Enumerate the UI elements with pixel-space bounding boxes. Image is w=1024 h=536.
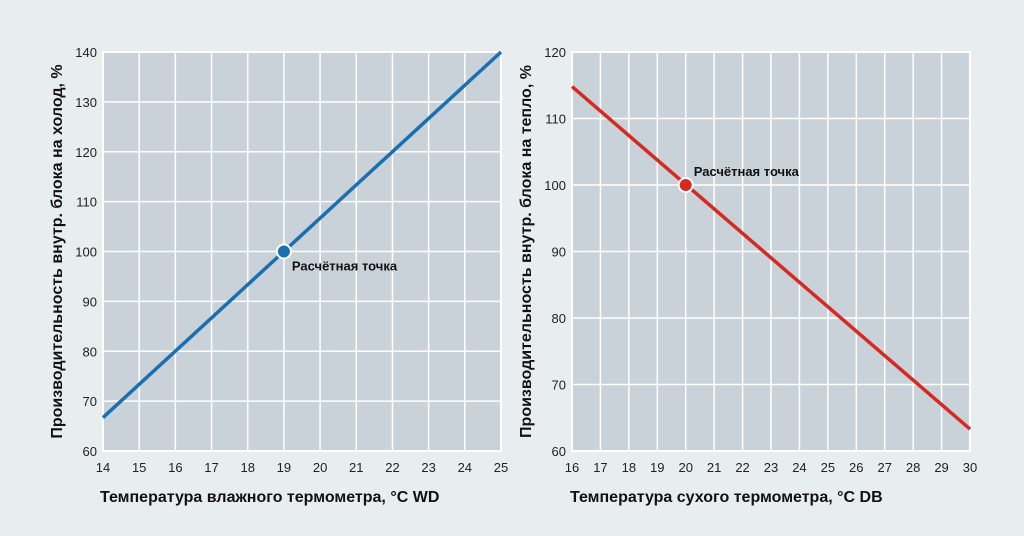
y-tick-label: 100 bbox=[544, 178, 566, 193]
x-tick-label: 21 bbox=[349, 460, 363, 475]
x-tick-label: 25 bbox=[821, 460, 835, 475]
y-tick-label: 90 bbox=[83, 294, 97, 309]
x-tick-label: 19 bbox=[650, 460, 664, 475]
x-tick-label: 15 bbox=[132, 460, 146, 475]
x-tick-label: 21 bbox=[707, 460, 721, 475]
x-tick-label: 29 bbox=[934, 460, 948, 475]
x-tick-label: 23 bbox=[421, 460, 435, 475]
y-tick-label: 70 bbox=[552, 378, 566, 393]
y-tick-label: 130 bbox=[75, 95, 97, 110]
x-tick-label: 24 bbox=[792, 460, 806, 475]
y-tick-label: 60 bbox=[552, 444, 566, 459]
x-tick-label: 18 bbox=[622, 460, 636, 475]
x-tick-label: 20 bbox=[313, 460, 327, 475]
x-tick-label: 30 bbox=[963, 460, 977, 475]
x-tick-label: 20 bbox=[678, 460, 692, 475]
x-tick-label: 26 bbox=[849, 460, 863, 475]
x-tick-label: 16 bbox=[168, 460, 182, 475]
x-tick-label: 22 bbox=[735, 460, 749, 475]
x-tick-label: 19 bbox=[277, 460, 291, 475]
x-axis-label: Температура сухого термометра, °C DB bbox=[570, 489, 883, 506]
design-point-marker bbox=[275, 243, 292, 260]
x-axis-label: Температура влажного термометра, °C WD bbox=[100, 489, 439, 506]
y-tick-label: 140 bbox=[75, 45, 97, 60]
x-tick-label: 28 bbox=[906, 460, 920, 475]
x-tick-label: 22 bbox=[385, 460, 399, 475]
x-tick-label: 25 bbox=[494, 460, 508, 475]
x-tick-label: 17 bbox=[593, 460, 607, 475]
design-point-marker bbox=[677, 177, 694, 193]
y-tick-label: 110 bbox=[545, 112, 566, 127]
x-tick-label: 24 bbox=[458, 460, 472, 475]
y-tick-label: 120 bbox=[75, 145, 97, 160]
x-tick-label: 23 bbox=[764, 460, 778, 475]
y-tick-label: 100 bbox=[75, 245, 97, 260]
y-tick-label: 110 bbox=[76, 195, 97, 210]
chart-2: 16 17 18 19 20 21 22 23 24 25 26 27 28 29 30 60 70 80 90 10… bbox=[518, 45, 977, 506]
x-tick-label: 14 bbox=[96, 460, 110, 475]
y-tick-label: 80 bbox=[83, 344, 97, 359]
y-tick-label: 120 bbox=[544, 45, 566, 60]
y-axis-label: Производительность внутр. блока на тепло… bbox=[518, 65, 535, 438]
x-tick-label: 18 bbox=[240, 460, 254, 475]
y-tick-label: 80 bbox=[552, 311, 566, 326]
x-tick-label: 17 bbox=[204, 460, 218, 475]
series-line-heating bbox=[570, 85, 972, 431]
design-point-label: Расчётная точка bbox=[694, 164, 800, 179]
x-tick-label: 16 bbox=[565, 460, 579, 475]
y-tick-label: 70 bbox=[83, 394, 97, 409]
series-line-cooling bbox=[101, 50, 503, 419]
y-tick-label: 60 bbox=[83, 444, 97, 459]
x-tick-label: 27 bbox=[877, 460, 891, 475]
design-point-label: Расчётная точка bbox=[292, 259, 398, 274]
y-tick-label: 90 bbox=[552, 245, 566, 260]
chart-1: 14 15 16 17 18 19 20 21 22 23 24 25 60 70 80 90 100 110 12… bbox=[49, 45, 508, 506]
y-axis-label: Производительность внутр. блока на холод… bbox=[49, 64, 66, 438]
